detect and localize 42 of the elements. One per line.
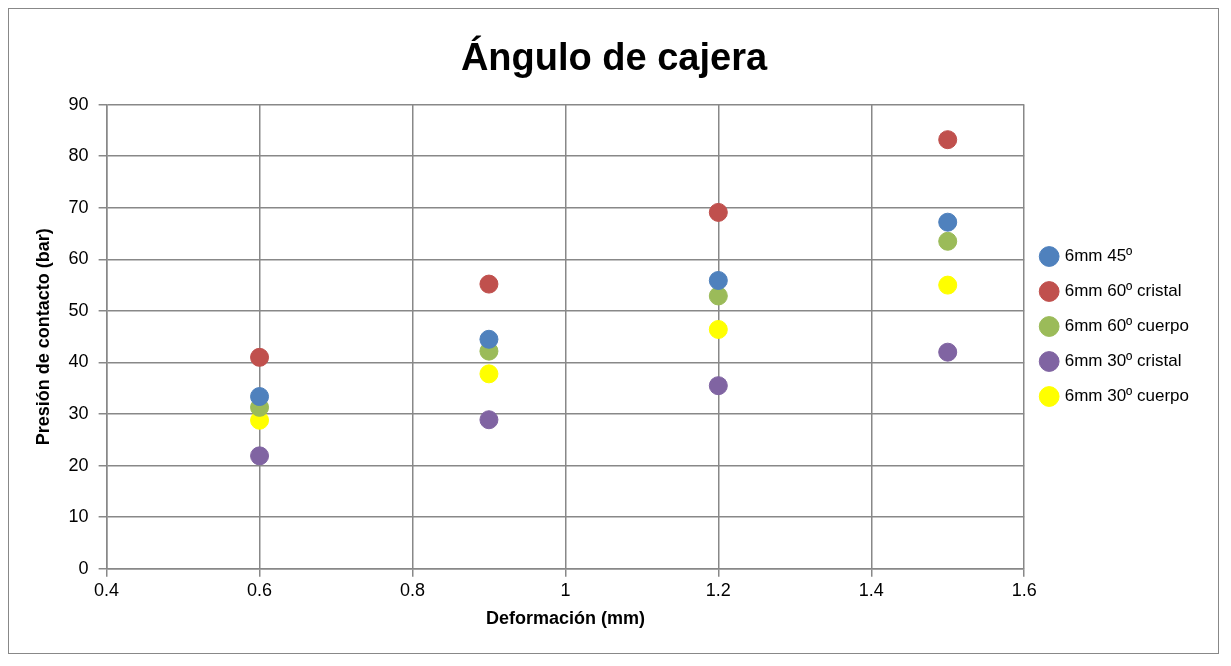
y-tick-label: 20	[68, 454, 89, 475]
y-tick-label: 80	[68, 145, 89, 166]
legend-label: 6mm 45º	[1064, 246, 1133, 266]
x-tick-label: 1.6	[1011, 579, 1037, 600]
point	[708, 286, 728, 306]
legend-label: 6mm 60º cuerpo	[1064, 316, 1190, 336]
x-axis-title: Deformación (mm)	[485, 608, 645, 629]
y-tick-label: 70	[68, 196, 89, 217]
x-tick-label: 1	[560, 579, 571, 600]
point	[938, 231, 958, 251]
y-tick-label: 30	[68, 403, 89, 424]
point	[250, 446, 270, 466]
x-tick-label: 0.4	[94, 579, 120, 600]
x-tick-label: 1.2	[705, 579, 731, 600]
y-tick-label: 0	[78, 557, 89, 578]
y-tick-label: 50	[68, 299, 89, 320]
legend-label: 6mm 30º cristal	[1064, 351, 1182, 371]
point	[479, 329, 499, 349]
x-tick-label: 1.4	[858, 579, 884, 600]
y-axis-title: Presión de contacto (bar)	[32, 228, 53, 446]
y-tick-label: 10	[68, 506, 89, 527]
point	[250, 347, 270, 367]
chart-title: Ángulo de cajera	[460, 35, 768, 79]
y-tick-label: 60	[68, 248, 89, 269]
point	[479, 410, 499, 430]
point	[938, 275, 958, 295]
point	[708, 270, 728, 290]
point	[938, 212, 958, 232]
point	[708, 202, 728, 222]
x-tick-label: 0.8	[399, 579, 425, 600]
point	[708, 376, 728, 396]
y-tick-label: 90	[68, 93, 89, 114]
point	[250, 387, 270, 407]
point	[479, 274, 499, 294]
x-tick-label: 0.6	[247, 579, 273, 600]
y-tick-label: 40	[68, 351, 89, 372]
point	[708, 319, 728, 339]
point	[938, 342, 958, 362]
legend-label: 6mm 60º cristal	[1064, 281, 1182, 301]
legend-label: 6mm 30º cuerpo	[1064, 386, 1190, 406]
point	[479, 364, 499, 384]
point	[938, 130, 958, 150]
